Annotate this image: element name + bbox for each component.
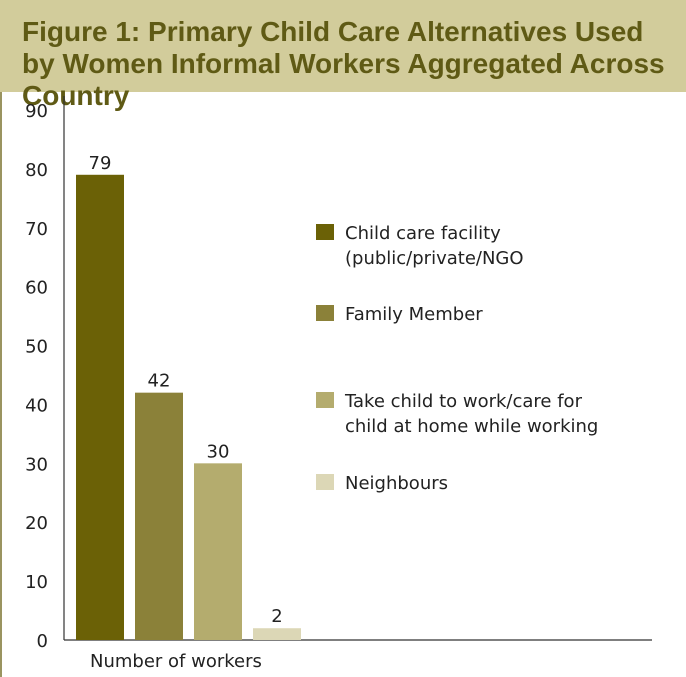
bar bbox=[253, 628, 301, 640]
legend-label: Child care facility bbox=[345, 223, 501, 244]
legend: Child care facility (public/private/NGO Fa… bbox=[316, 223, 598, 494]
data-label: 79 bbox=[89, 153, 112, 174]
bar bbox=[194, 463, 242, 640]
legend-swatch bbox=[316, 474, 334, 490]
x-axis-label: Number of workers bbox=[90, 651, 262, 672]
data-label: 42 bbox=[148, 371, 171, 392]
y-tick-label: 70 bbox=[25, 219, 48, 240]
y-tick-label: 0 bbox=[37, 631, 48, 652]
legend-label: (public/private/NGO bbox=[345, 248, 524, 269]
legend-swatch bbox=[316, 305, 334, 321]
bar bbox=[76, 174, 124, 640]
y-tick-label: 60 bbox=[25, 278, 48, 299]
figure-header: Figure 1: Primary Child Care Alternative… bbox=[0, 0, 686, 111]
data-label: 30 bbox=[207, 441, 230, 462]
legend-label: child at home while working bbox=[345, 416, 598, 437]
y-tick-label: 80 bbox=[25, 160, 48, 181]
figure-title: Figure 1: Primary Child Care Alternative… bbox=[22, 16, 665, 111]
legend-label: Take child to work/care for bbox=[344, 391, 583, 412]
y-tick-label: 90 bbox=[25, 101, 48, 122]
y-tick-label: 50 bbox=[25, 337, 48, 358]
y-tick-label: 20 bbox=[25, 513, 48, 534]
legend-label: Family Member bbox=[345, 304, 483, 325]
legend-swatch bbox=[316, 224, 334, 240]
y-tick-label: 10 bbox=[25, 572, 48, 593]
y-tick-label: 40 bbox=[25, 395, 48, 416]
y-tick-label: 30 bbox=[25, 454, 48, 475]
bar bbox=[135, 392, 183, 640]
legend-swatch bbox=[316, 392, 334, 408]
legend-label: Neighbours bbox=[345, 473, 448, 494]
bars: 79 42 30 2 bbox=[76, 153, 301, 640]
data-label: 2 bbox=[271, 606, 282, 627]
